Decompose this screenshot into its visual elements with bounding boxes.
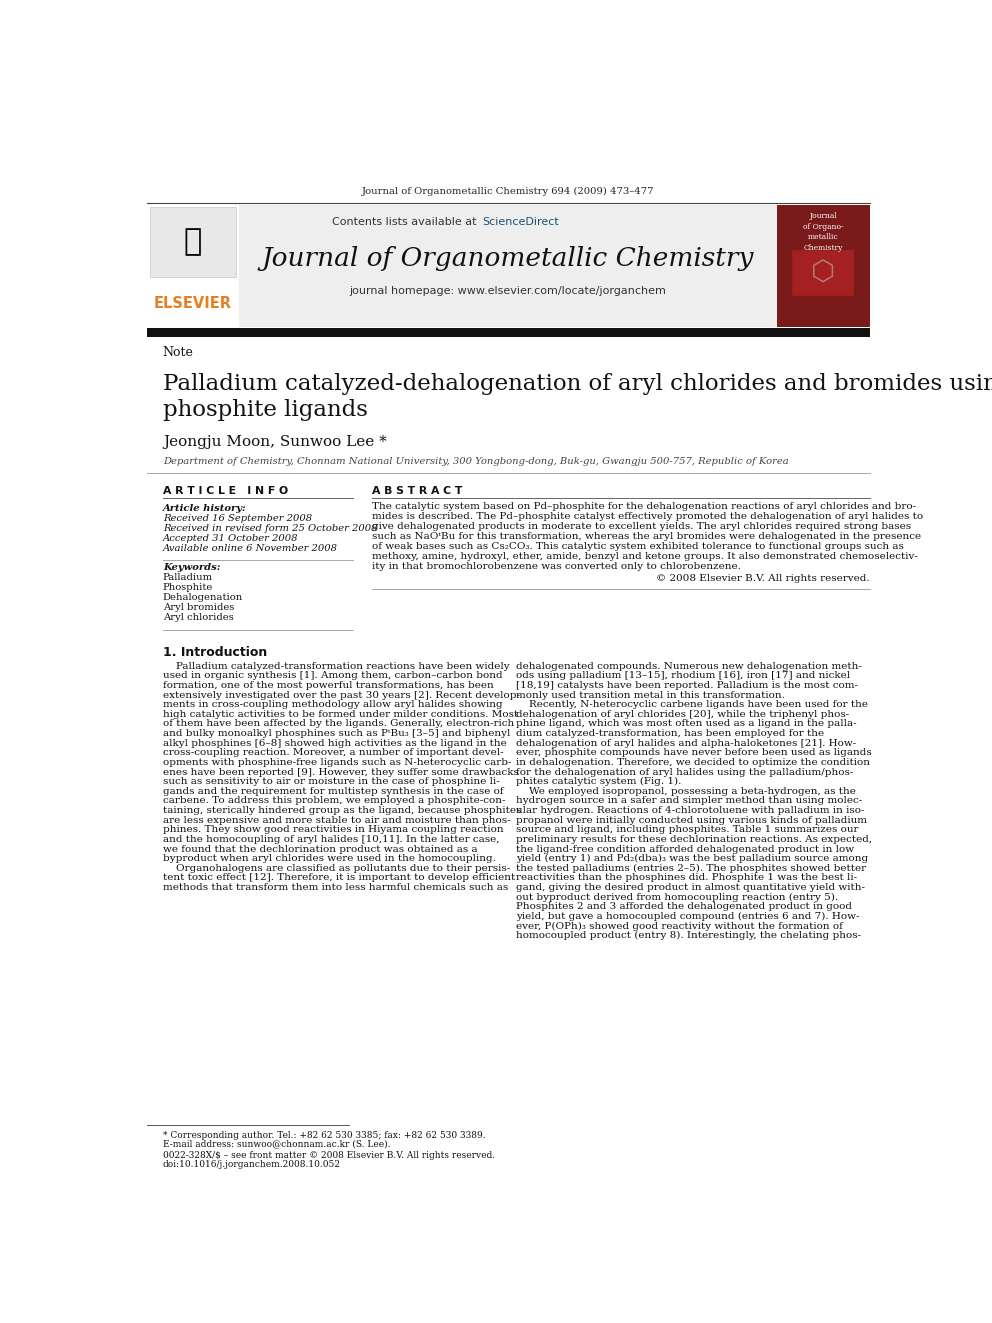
Text: methoxy, amine, hydroxyl, ether, amide, benzyl and ketone groups. It also demons: methoxy, amine, hydroxyl, ether, amide, …: [372, 552, 918, 561]
Text: dehalogenated compounds. Numerous new dehalogenation meth-: dehalogenated compounds. Numerous new de…: [516, 662, 862, 671]
Text: gand, giving the desired product in almost quantitative yield with-: gand, giving the desired product in almo…: [516, 882, 865, 892]
Text: carbene. To address this problem, we employed a phosphite-con-: carbene. To address this problem, we emp…: [163, 796, 505, 806]
Text: dium catalyzed-transformation, has been employed for the: dium catalyzed-transformation, has been …: [516, 729, 824, 738]
Text: ity in that bromochlorobenzene was converted only to chlorobenzene.: ity in that bromochlorobenzene was conve…: [372, 562, 741, 572]
Text: phine ligand, which was most often used as a ligand in the palla-: phine ligand, which was most often used …: [516, 720, 857, 729]
Text: yield, but gave a homocoupled compound (entries 6 and 7). How-: yield, but gave a homocoupled compound (…: [516, 912, 860, 921]
Text: mides is described. The Pd–phosphite catalyst effectively promoted the dehalogen: mides is described. The Pd–phosphite cat…: [372, 512, 924, 521]
Text: the ligand-free condition afforded dehalogenated product in low: the ligand-free condition afforded dehal…: [516, 844, 854, 853]
Text: Journal
of Organo-
metallic
Chemistry: Journal of Organo- metallic Chemistry: [803, 212, 843, 251]
Text: Journal of Organometallic Chemistry 694 (2009) 473–477: Journal of Organometallic Chemistry 694 …: [362, 187, 655, 196]
Text: Phosphites 2 and 3 afforded the dehalogenated product in good: Phosphites 2 and 3 afforded the dehaloge…: [516, 902, 852, 912]
Text: of weak bases such as Cs₂CO₃. This catalytic system exhibited tolerance to funct: of weak bases such as Cs₂CO₃. This catal…: [372, 542, 904, 552]
Text: Organohalogens are classified as pollutants due to their persis-: Organohalogens are classified as polluta…: [163, 864, 510, 873]
FancyBboxPatch shape: [147, 205, 239, 327]
Text: the tested palladiums (entries 2–5). The phosphites showed better: the tested palladiums (entries 2–5). The…: [516, 864, 866, 873]
Text: gands and the requirement for multistep synthesis in the case of: gands and the requirement for multistep …: [163, 787, 503, 796]
Text: Contents lists available at: Contents lists available at: [332, 217, 480, 228]
Text: Journal of Organometallic Chemistry: Journal of Organometallic Chemistry: [262, 246, 754, 271]
Text: doi:10.1016/j.jorganchem.2008.10.052: doi:10.1016/j.jorganchem.2008.10.052: [163, 1160, 340, 1170]
Text: propanol were initially conducted using various kinds of palladium: propanol were initially conducted using …: [516, 816, 867, 824]
Text: formation, one of the most powerful transformations, has been: formation, one of the most powerful tran…: [163, 681, 493, 689]
Text: ELSEVIER: ELSEVIER: [154, 296, 232, 311]
Text: dehalogenation of aryl halides and alpha-haloketones [21]. How-: dehalogenation of aryl halides and alpha…: [516, 738, 856, 747]
Text: Recently, N-heterocyclic carbene ligands have been used for the: Recently, N-heterocyclic carbene ligands…: [516, 700, 868, 709]
Text: byproduct when aryl chlorides were used in the homocoupling.: byproduct when aryl chlorides were used …: [163, 855, 496, 863]
Text: A R T I C L E   I N F O: A R T I C L E I N F O: [163, 487, 288, 496]
Text: methods that transform them into less harmful chemicals such as: methods that transform them into less ha…: [163, 882, 508, 892]
Text: ments in cross-coupling methodology allow aryl halides showing: ments in cross-coupling methodology allo…: [163, 700, 502, 709]
Text: Palladium: Palladium: [163, 573, 213, 582]
FancyBboxPatch shape: [147, 328, 870, 336]
Text: extensively investigated over the past 30 years [2]. Recent develop-: extensively investigated over the past 3…: [163, 691, 520, 700]
Text: preliminary results for these dechlorination reactions. As expected,: preliminary results for these dechlorina…: [516, 835, 872, 844]
Text: taining, sterically hindered group as the ligand, because phosphites: taining, sterically hindered group as th…: [163, 806, 521, 815]
Text: 🌲: 🌲: [184, 228, 202, 257]
Text: Keywords:: Keywords:: [163, 564, 220, 572]
Text: high catalytic activities to be formed under milder conditions. Most: high catalytic activities to be formed u…: [163, 710, 518, 718]
Text: [18,19] catalysts have been reported. Palladium is the most com-: [18,19] catalysts have been reported. Pa…: [516, 681, 858, 689]
Text: hydrogen source in a safer and simpler method than using molec-: hydrogen source in a safer and simpler m…: [516, 796, 862, 806]
Text: and the homocoupling of aryl halides [10,11]. In the latter case,: and the homocoupling of aryl halides [10…: [163, 835, 499, 844]
Text: E-mail address: sunwoo@chonnam.ac.kr (S. Lee).: E-mail address: sunwoo@chonnam.ac.kr (S.…: [163, 1139, 390, 1148]
Text: Available online 6 November 2008: Available online 6 November 2008: [163, 544, 337, 553]
Text: in dehalogenation. Therefore, we decided to optimize the condition: in dehalogenation. Therefore, we decided…: [516, 758, 870, 767]
FancyBboxPatch shape: [239, 205, 777, 327]
Text: ular hydrogen. Reactions of 4-chlorotoluene with palladium in iso-: ular hydrogen. Reactions of 4-chlorotolu…: [516, 806, 865, 815]
Text: reactivities than the phosphines did. Phosphite 1 was the best li-: reactivities than the phosphines did. Ph…: [516, 873, 857, 882]
Text: of them have been affected by the ligands. Generally, electron-rich: of them have been affected by the ligand…: [163, 720, 514, 729]
Text: phites catalytic system (Fig. 1).: phites catalytic system (Fig. 1).: [516, 777, 682, 786]
Text: ever, phosphite compounds have never before been used as ligands: ever, phosphite compounds have never bef…: [516, 749, 872, 757]
Text: Accepted 31 October 2008: Accepted 31 October 2008: [163, 534, 299, 542]
Text: such as sensitivity to air or moisture in the case of phosphine li-: such as sensitivity to air or moisture i…: [163, 777, 500, 786]
Text: Palladium catalyzed-dehalogenation of aryl chlorides and bromides using: Palladium catalyzed-dehalogenation of ar…: [163, 373, 992, 394]
Text: Received 16 September 2008: Received 16 September 2008: [163, 513, 311, 523]
Text: give dehalogenated products in moderate to excellent yields. The aryl chlorides : give dehalogenated products in moderate …: [372, 523, 911, 532]
Text: Received in revised form 25 October 2008: Received in revised form 25 October 2008: [163, 524, 377, 533]
Text: © 2008 Elsevier B.V. All rights reserved.: © 2008 Elsevier B.V. All rights reserved…: [656, 574, 870, 583]
Text: monly used transition metal in this transformation.: monly used transition metal in this tran…: [516, 691, 785, 700]
Text: phosphite ligands: phosphite ligands: [163, 398, 368, 421]
Text: Article history:: Article history:: [163, 504, 246, 513]
Text: opments with phosphine-free ligands such as N-heterocyclic carb-: opments with phosphine-free ligands such…: [163, 758, 511, 767]
Text: Note: Note: [163, 347, 193, 360]
FancyBboxPatch shape: [792, 250, 854, 296]
Text: homocoupled product (entry 8). Interestingly, the chelating phos-: homocoupled product (entry 8). Interesti…: [516, 931, 861, 941]
Text: * Corresponding author. Tel.: +82 62 530 3385; fax: +82 62 530 3389.: * Corresponding author. Tel.: +82 62 530…: [163, 1131, 485, 1139]
Text: cross-coupling reaction. Moreover, a number of important devel-: cross-coupling reaction. Moreover, a num…: [163, 749, 503, 757]
FancyBboxPatch shape: [150, 208, 236, 277]
Text: source and ligand, including phosphites. Table 1 summarizes our: source and ligand, including phosphites.…: [516, 826, 859, 835]
Text: dehalogenation of aryl chlorides [20], while the triphenyl phos-: dehalogenation of aryl chlorides [20], w…: [516, 710, 849, 718]
FancyBboxPatch shape: [777, 205, 870, 327]
Text: ScienceDirect: ScienceDirect: [482, 217, 558, 228]
Text: and bulky monoalkyl phosphines such as PᵗBu₃ [3–5] and biphenyl: and bulky monoalkyl phosphines such as P…: [163, 729, 510, 738]
Text: Phosphite: Phosphite: [163, 583, 213, 593]
Text: are less expensive and more stable to air and moisture than phos-: are less expensive and more stable to ai…: [163, 816, 510, 824]
Text: Dehalogenation: Dehalogenation: [163, 593, 243, 602]
Text: we found that the dechlorination product was obtained as a: we found that the dechlorination product…: [163, 844, 477, 853]
Text: ⬡: ⬡: [810, 259, 835, 287]
Text: The catalytic system based on Pd–phosphite for the dehalogenation reactions of a: The catalytic system based on Pd–phosphi…: [372, 503, 917, 511]
Text: out byproduct derived from homocoupling reaction (entry 5).: out byproduct derived from homocoupling …: [516, 893, 838, 902]
Text: 0022-328X/$ – see front matter © 2008 Elsevier B.V. All rights reserved.: 0022-328X/$ – see front matter © 2008 El…: [163, 1151, 495, 1160]
Text: such as NaOᵗBu for this transformation, whereas the aryl bromides were dehalogen: such as NaOᵗBu for this transformation, …: [372, 532, 922, 541]
Text: ever, P(OPh)₃ showed good reactivity without the formation of: ever, P(OPh)₃ showed good reactivity wit…: [516, 922, 843, 930]
Text: Aryl chlorides: Aryl chlorides: [163, 613, 233, 622]
Text: enes have been reported [9]. However, they suffer some drawbacks: enes have been reported [9]. However, th…: [163, 767, 519, 777]
Text: Department of Chemistry, Chonnam National University, 300 Yongbong-dong, Buk-gu,: Department of Chemistry, Chonnam Nationa…: [163, 456, 789, 466]
Text: A B S T R A C T: A B S T R A C T: [372, 487, 462, 496]
Text: 1. Introduction: 1. Introduction: [163, 646, 267, 659]
Text: Jeongju Moon, Sunwoo Lee *: Jeongju Moon, Sunwoo Lee *: [163, 435, 387, 448]
Text: for the dehalogenation of aryl halides using the palladium/phos-: for the dehalogenation of aryl halides u…: [516, 767, 853, 777]
Text: journal homepage: www.elsevier.com/locate/jorganchem: journal homepage: www.elsevier.com/locat…: [349, 286, 666, 296]
Text: yield (entry 1) and Pd₂(dba)₃ was the best palladium source among: yield (entry 1) and Pd₂(dba)₃ was the be…: [516, 855, 868, 863]
Text: We employed isopropanol, possessing a beta-hydrogen, as the: We employed isopropanol, possessing a be…: [516, 787, 856, 796]
Text: ods using palladium [13–15], rhodium [16], iron [17] and nickel: ods using palladium [13–15], rhodium [16…: [516, 671, 850, 680]
Text: Aryl bromides: Aryl bromides: [163, 603, 234, 613]
Text: used in organic synthesis [1]. Among them, carbon–carbon bond: used in organic synthesis [1]. Among the…: [163, 671, 502, 680]
Text: Palladium catalyzed-transformation reactions have been widely: Palladium catalyzed-transformation react…: [163, 662, 509, 671]
Text: tent toxic effect [12]. Therefore, it is important to develop efficient: tent toxic effect [12]. Therefore, it is…: [163, 873, 515, 882]
Text: phines. They show good reactivities in Hiyama coupling reaction: phines. They show good reactivities in H…: [163, 826, 503, 835]
Text: alkyl phosphines [6–8] showed high activities as the ligand in the: alkyl phosphines [6–8] showed high activ…: [163, 738, 507, 747]
